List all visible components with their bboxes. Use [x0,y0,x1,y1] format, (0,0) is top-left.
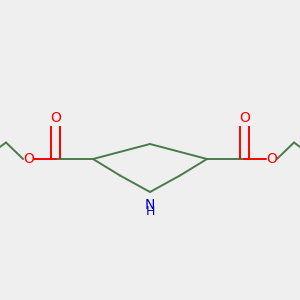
Text: O: O [23,152,34,166]
Text: O: O [239,111,250,124]
Text: H: H [145,205,155,218]
Text: O: O [50,111,61,124]
Text: O: O [266,152,277,166]
Text: N: N [145,198,155,212]
